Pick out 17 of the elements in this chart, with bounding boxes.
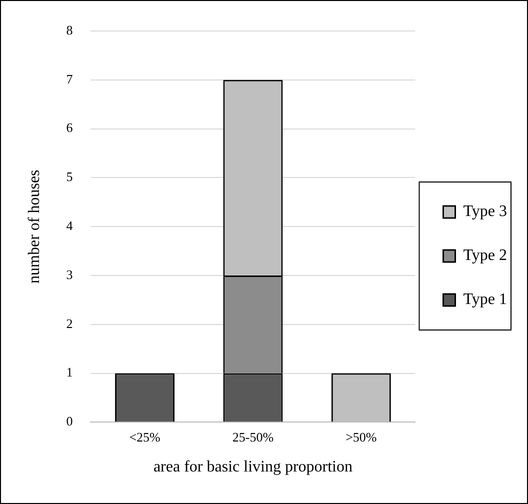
x-tick-label: >50% bbox=[346, 429, 377, 444]
legend-label: Type 1 bbox=[463, 291, 508, 308]
y-tick-label: 6 bbox=[66, 120, 74, 136]
y-axis-title: number of houses bbox=[26, 170, 43, 284]
y-tick-label: 0 bbox=[66, 414, 73, 429]
y-tick-label: 3 bbox=[66, 266, 73, 282]
y-tick-label: 5 bbox=[66, 169, 73, 184]
legend-label: Type 2 bbox=[463, 247, 508, 264]
y-tick-label: 4 bbox=[66, 218, 74, 234]
y-tick-label: 7 bbox=[66, 71, 74, 86]
x-axis-title: area for basic living proportion bbox=[153, 458, 352, 476]
y-tick-label: 1 bbox=[66, 364, 73, 380]
x-tick-label: <25% bbox=[129, 429, 161, 444]
legend-label: Type 3 bbox=[463, 203, 508, 220]
y-tick-label: 2 bbox=[66, 316, 73, 331]
x-tick-label: 25-50% bbox=[232, 429, 274, 444]
y-tick-label: 8 bbox=[66, 22, 73, 38]
